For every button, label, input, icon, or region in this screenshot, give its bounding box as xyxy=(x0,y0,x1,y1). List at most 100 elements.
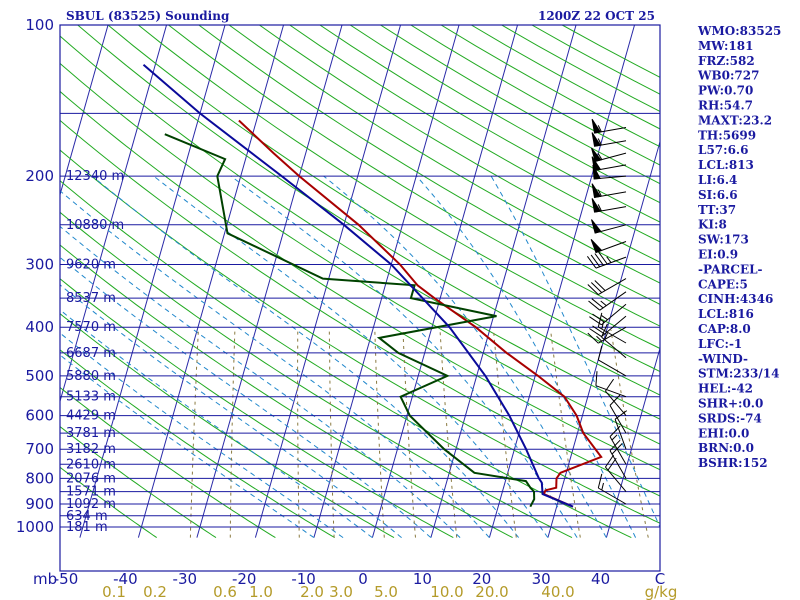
index-line: -WIND- xyxy=(698,352,748,366)
dry-adiabat-line xyxy=(60,386,276,539)
plot-border xyxy=(59,24,661,572)
dry-adiabat-line xyxy=(289,25,660,243)
wind-barb xyxy=(604,454,627,492)
index-line: LI:6.4 xyxy=(698,173,737,187)
index-line: TH:5699 xyxy=(698,128,756,142)
height-label: 181 m xyxy=(66,520,108,535)
mixing-ratio-tick-label: 40.0 xyxy=(541,583,574,600)
index-line: SI:6.6 xyxy=(698,188,738,202)
mixing-ratio-line xyxy=(439,329,458,538)
series-line-parcel xyxy=(142,63,574,508)
temperature-tick-label: -10 xyxy=(291,570,316,588)
wind-barb xyxy=(601,323,627,359)
dry-adiabat-line xyxy=(60,211,573,539)
mixing-ratio-line xyxy=(229,329,236,538)
sounding-profiles xyxy=(142,63,603,508)
index-line: RH:54.7 xyxy=(698,99,753,113)
dry-adiabat-line xyxy=(77,25,660,396)
height-label: 7570 m xyxy=(66,320,116,335)
pressure-tick-label: 600 xyxy=(25,407,54,425)
pressure-tick-label: 1000 xyxy=(16,518,54,536)
temperature-tick-label: C xyxy=(655,570,665,588)
dry-adiabat-line xyxy=(107,25,660,373)
mixing-ratio-tick-label: 2.0 xyxy=(300,583,324,600)
height-label: 10880 m xyxy=(66,218,124,233)
dry-adiabat-line xyxy=(228,25,660,284)
temperature-tick-label: 20 xyxy=(472,570,491,588)
pressure-tick-label: 200 xyxy=(25,167,54,185)
wind-barb xyxy=(609,425,627,465)
index-line: LCL:816 xyxy=(698,307,754,321)
isotherm-line xyxy=(371,25,519,538)
index-line: SHR+:0.0 xyxy=(698,397,763,411)
mixing-ratio-tick-label: g/kg xyxy=(645,583,678,600)
dry-adiabat-line xyxy=(60,466,157,539)
index-line: EHI:0.0 xyxy=(698,426,749,440)
height-label: 1571 m xyxy=(66,485,116,500)
height-label: 3781 m xyxy=(66,426,116,441)
wind-barb xyxy=(609,439,627,479)
wind-barb xyxy=(591,219,627,234)
index-line: -PARCEL- xyxy=(698,262,763,276)
wind-barb xyxy=(604,378,627,416)
index-line: LFC:-1 xyxy=(698,337,742,351)
isotherm-line xyxy=(79,25,226,538)
isotherm-line xyxy=(254,25,402,538)
height-label: 5133 m xyxy=(66,390,116,405)
mixing-ratio-tick-label: 0.6 xyxy=(213,583,237,600)
index-line: HEL:-42 xyxy=(698,382,753,396)
moist-adiabat-line xyxy=(60,225,461,538)
isotherm-line xyxy=(605,346,660,538)
mixing-ratio-line xyxy=(550,329,581,538)
dry-adiabat-line xyxy=(60,62,660,445)
isotherm-line xyxy=(313,25,460,538)
pressure-tick-label: 700 xyxy=(25,440,54,458)
mixing-ratio-line xyxy=(297,329,300,538)
dry-adiabat-line xyxy=(168,25,660,327)
pressure-tick-label: 900 xyxy=(25,495,54,513)
height-label: 2076 m xyxy=(66,471,116,486)
moist-adiabat-line xyxy=(60,190,490,538)
dry-adiabat-line xyxy=(60,35,660,420)
height-label: 4429 m xyxy=(66,409,116,424)
moist-adiabat-line xyxy=(153,175,549,538)
chart-title: SBUL (83525) Sounding xyxy=(66,9,230,23)
temperature-tick-label: 40 xyxy=(591,570,610,588)
dry-adiabat-line xyxy=(60,244,513,539)
isobar-lines xyxy=(60,112,660,528)
index-line: BRN:0.0 xyxy=(698,441,754,455)
wind-barb xyxy=(609,394,627,434)
index-line: PW:0.70 xyxy=(698,84,753,98)
dry-adiabat-line xyxy=(60,425,217,539)
wind-barb xyxy=(597,312,627,344)
wind-barb xyxy=(587,278,627,296)
isotherm-line xyxy=(60,25,109,197)
wind-barb xyxy=(591,183,627,198)
moist-adiabat-line xyxy=(230,175,578,538)
mixing-ratio-line xyxy=(610,329,649,538)
mixing-ratio-tick-label: 0.2 xyxy=(143,583,167,600)
mixing-ratio-tick-label: 3.0 xyxy=(329,583,353,600)
pressure-tick-label: 500 xyxy=(25,367,54,385)
isotherm-line xyxy=(137,25,285,538)
series-line-dew-point xyxy=(164,133,536,508)
pressure-tick-label: 100 xyxy=(25,16,54,34)
moist-adiabat-line xyxy=(60,309,373,539)
height-label: 3182 m xyxy=(66,442,116,457)
height-label: 9620 m xyxy=(66,258,116,273)
mixing-ratio-tick-label: 10.0 xyxy=(430,583,463,600)
isotherm-line xyxy=(196,25,343,538)
index-line: LCL:813 xyxy=(698,158,754,172)
moist-adiabat-line xyxy=(323,175,607,538)
wind-barb xyxy=(586,251,627,269)
wind-barb xyxy=(595,371,627,398)
wind-barb xyxy=(591,147,627,163)
wind-barb xyxy=(591,198,627,213)
chart-timestamp: 1200Z 22 OCT 25 xyxy=(538,9,655,23)
index-line: STM:233/14 xyxy=(698,367,779,381)
temperature-tick-label: 10 xyxy=(413,570,432,588)
moist-adiabat-line xyxy=(60,256,432,538)
mixing-ratio-line xyxy=(402,329,416,538)
mixing-ratio-line xyxy=(189,329,199,538)
